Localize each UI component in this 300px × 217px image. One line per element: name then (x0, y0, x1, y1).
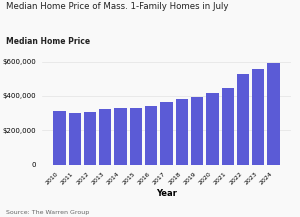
Bar (145, 106, 157, 165)
Text: Source: The Warren Group: Source: The Warren Group (6, 210, 89, 215)
Bar (130, 108, 142, 165)
Bar (206, 93, 218, 165)
Text: Median Home Price of Mass. 1-Family Homes in July: Median Home Price of Mass. 1-Family Home… (6, 2, 229, 11)
Bar (252, 69, 264, 165)
Bar (115, 108, 127, 165)
Bar (84, 112, 96, 165)
X-axis label: Year: Year (156, 189, 177, 198)
Text: Median Home Price: Median Home Price (6, 37, 90, 46)
Bar (191, 97, 203, 165)
Bar (99, 109, 111, 165)
Bar (160, 102, 172, 165)
Bar (222, 88, 234, 165)
Bar (237, 74, 249, 165)
Bar (267, 63, 280, 165)
Bar (53, 112, 66, 165)
Bar (69, 113, 81, 165)
Bar (176, 99, 188, 165)
